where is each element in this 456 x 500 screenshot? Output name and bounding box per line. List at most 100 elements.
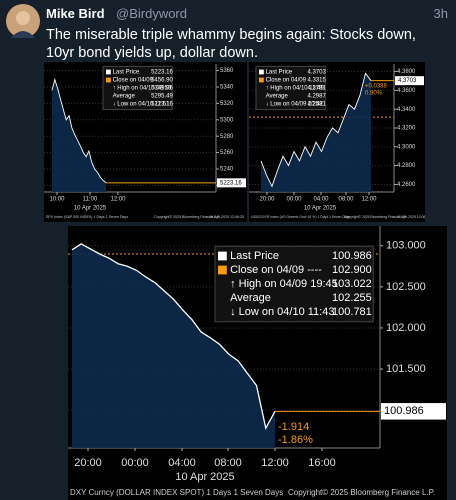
legend-label: ↓ Low on 04/10 11:51 <box>113 102 171 108</box>
x-tick-label: 16:00 <box>308 457 336 469</box>
change-annotation: -1.914 <box>278 421 309 433</box>
legend-swatch <box>259 77 264 83</box>
y-tick-label: 102.000 <box>386 322 426 334</box>
legend-swatch <box>259 69 264 75</box>
avatar-body <box>11 31 35 38</box>
x-tick-label: 04:00 <box>313 197 329 203</box>
legend-label: Close on 04/09 ---- <box>230 264 322 276</box>
footer-text: 10-Apr-2025 12:06:21 <box>397 215 425 219</box>
x-tick-label: 20:00 <box>74 457 102 469</box>
legend-value: 100.986 <box>332 250 372 262</box>
y-tick-label: 4.3400 <box>397 107 416 113</box>
x-tick-label: 00:00 <box>286 197 302 203</box>
y-tick-label: 4.3600 <box>397 88 416 94</box>
change-annotation: 0.90% <box>365 91 383 97</box>
tweet-text: The miserable triple whammy begins again… <box>46 27 416 61</box>
area <box>52 79 106 192</box>
legend-swatch <box>218 265 227 275</box>
y-tick-label: 103.000 <box>386 240 426 252</box>
legend-value: 5456.90 <box>151 78 173 84</box>
legend-value: 4.2987 <box>307 94 326 100</box>
date-label: 10 Apr 2025 <box>304 206 337 212</box>
last-value-box <box>395 76 424 86</box>
footer-text: Copyright© 2025 Bloomberg Finance L.P. <box>288 488 435 497</box>
legend-value: 102.900 <box>332 264 372 276</box>
legend-value: 103.022 <box>332 278 372 290</box>
date-label: 10 Apr 2025 <box>74 206 107 212</box>
y-tick-label: 5260 <box>220 150 234 156</box>
legend-bg <box>255 65 326 111</box>
change-annotation: +0.0388 <box>365 84 388 90</box>
author-name[interactable]: Mike Bird <box>46 6 105 21</box>
legend-swatch <box>218 251 227 261</box>
y-tick-label: 4.2800 <box>397 163 416 169</box>
last-value-label: 4.3703 <box>398 78 417 84</box>
legend-value: 5349.06 <box>151 86 173 92</box>
y-tick-label: 4.2600 <box>397 182 416 188</box>
legend-label: Close on 04/09 <box>266 78 307 84</box>
legend-bg <box>214 245 374 323</box>
y-tick-label: 5240 <box>220 167 234 173</box>
timestamp[interactable]: 3h <box>433 6 448 21</box>
chart-image[interactable]: 4.2600 4.2800 4.3000 4.3200 4.3400 4.3600 4.38… <box>249 62 425 222</box>
footer-text: SPX Index (S&P 500 INDEX) 1 Days 1 Seven… <box>46 215 128 219</box>
x-tick-label: 20:00 <box>259 197 275 203</box>
legend-value: 4.3703 <box>307 70 326 76</box>
y-tick-label: 5280 <box>220 134 234 140</box>
footer-text: 10-Apr-2025 12:06:25 <box>209 215 244 219</box>
footer-text: USGG10YR Index (US Generic Govt 10 Yr) 1… <box>251 215 350 219</box>
legend-label: Last Price <box>266 70 293 76</box>
chart-image[interactable]: 101.000101.500102.000102.500103.000100.9… <box>68 226 447 500</box>
y-tick-label: 5320 <box>220 101 234 107</box>
chart-image[interactable]: 522052405260528053005320534053605223.16L… <box>44 62 247 222</box>
footer-text: Copyright© 2025 Bloomberg Finance L.P. <box>344 215 407 219</box>
x-tick-label: 00:00 <box>121 457 149 469</box>
avatar[interactable] <box>6 4 40 38</box>
legend-value: 4.3315 <box>307 78 326 84</box>
footer-text: Copyright© 2025 Bloomberg Finance L.P. <box>154 215 220 219</box>
legend-label: Last Price <box>230 250 279 262</box>
legend-label: Average <box>266 94 289 100</box>
author-handle[interactable]: @Birdyword <box>116 6 187 21</box>
y-tick-label: 5340 <box>220 85 234 91</box>
y-tick-label: 102.500 <box>386 281 426 293</box>
legend-swatch <box>106 69 111 75</box>
date-label: 10 Apr 2025 <box>175 471 234 483</box>
x-tick-label: 12:00 <box>361 197 377 203</box>
price-line <box>260 72 372 188</box>
x-tick-label: 12:00 <box>110 197 126 203</box>
last-value-box <box>217 178 246 188</box>
x-tick-label: 08:00 <box>338 197 354 203</box>
legend-value: 4.3781 <box>307 86 326 92</box>
y-tick-label: 4.3800 <box>397 69 416 75</box>
last-value-label: 100.986 <box>384 405 424 417</box>
footer-text: DXY Curncy (DOLLAR INDEX SPOT) 1 Days 1 … <box>70 488 283 497</box>
x-tick-label: 10:00 <box>49 197 65 203</box>
legend-value: 5223.16 <box>151 70 173 76</box>
legend-label: ↓ Low on 04/10 11:43 <box>230 306 334 318</box>
x-tick-label: 08:00 <box>214 457 242 469</box>
y-tick-label: 4.3200 <box>397 126 416 132</box>
legend-value: 102.255 <box>332 292 372 304</box>
avatar-face <box>16 11 30 25</box>
y-tick-label: 101.500 <box>386 363 426 375</box>
legend-label: Close on 04/09 <box>113 78 154 84</box>
x-tick-label: 04:00 <box>168 457 196 469</box>
price-line <box>51 77 107 184</box>
y-tick-label: 5300 <box>220 117 234 123</box>
legend-label: ↑ High on 04/09 19:45 <box>230 278 338 290</box>
x-tick-label: 11:00 <box>83 197 98 203</box>
x-tick-label: 12:00 <box>261 457 289 469</box>
legend-label: ↑ High on 04/10 11:49 <box>266 86 325 92</box>
area <box>261 73 371 192</box>
change-annotation: -1.86% <box>278 434 313 446</box>
legend-label: ↑ High on 04/10 09:50 <box>113 86 172 92</box>
legend-value: 5223.16 <box>151 102 173 108</box>
area <box>72 243 275 448</box>
last-value-label: 5223.16 <box>220 180 242 186</box>
legend-value: 5295.49 <box>151 94 173 100</box>
legend-label: Average <box>113 94 136 100</box>
y-tick-label: 5360 <box>220 68 234 74</box>
y-tick-label: 4.3000 <box>397 144 416 150</box>
